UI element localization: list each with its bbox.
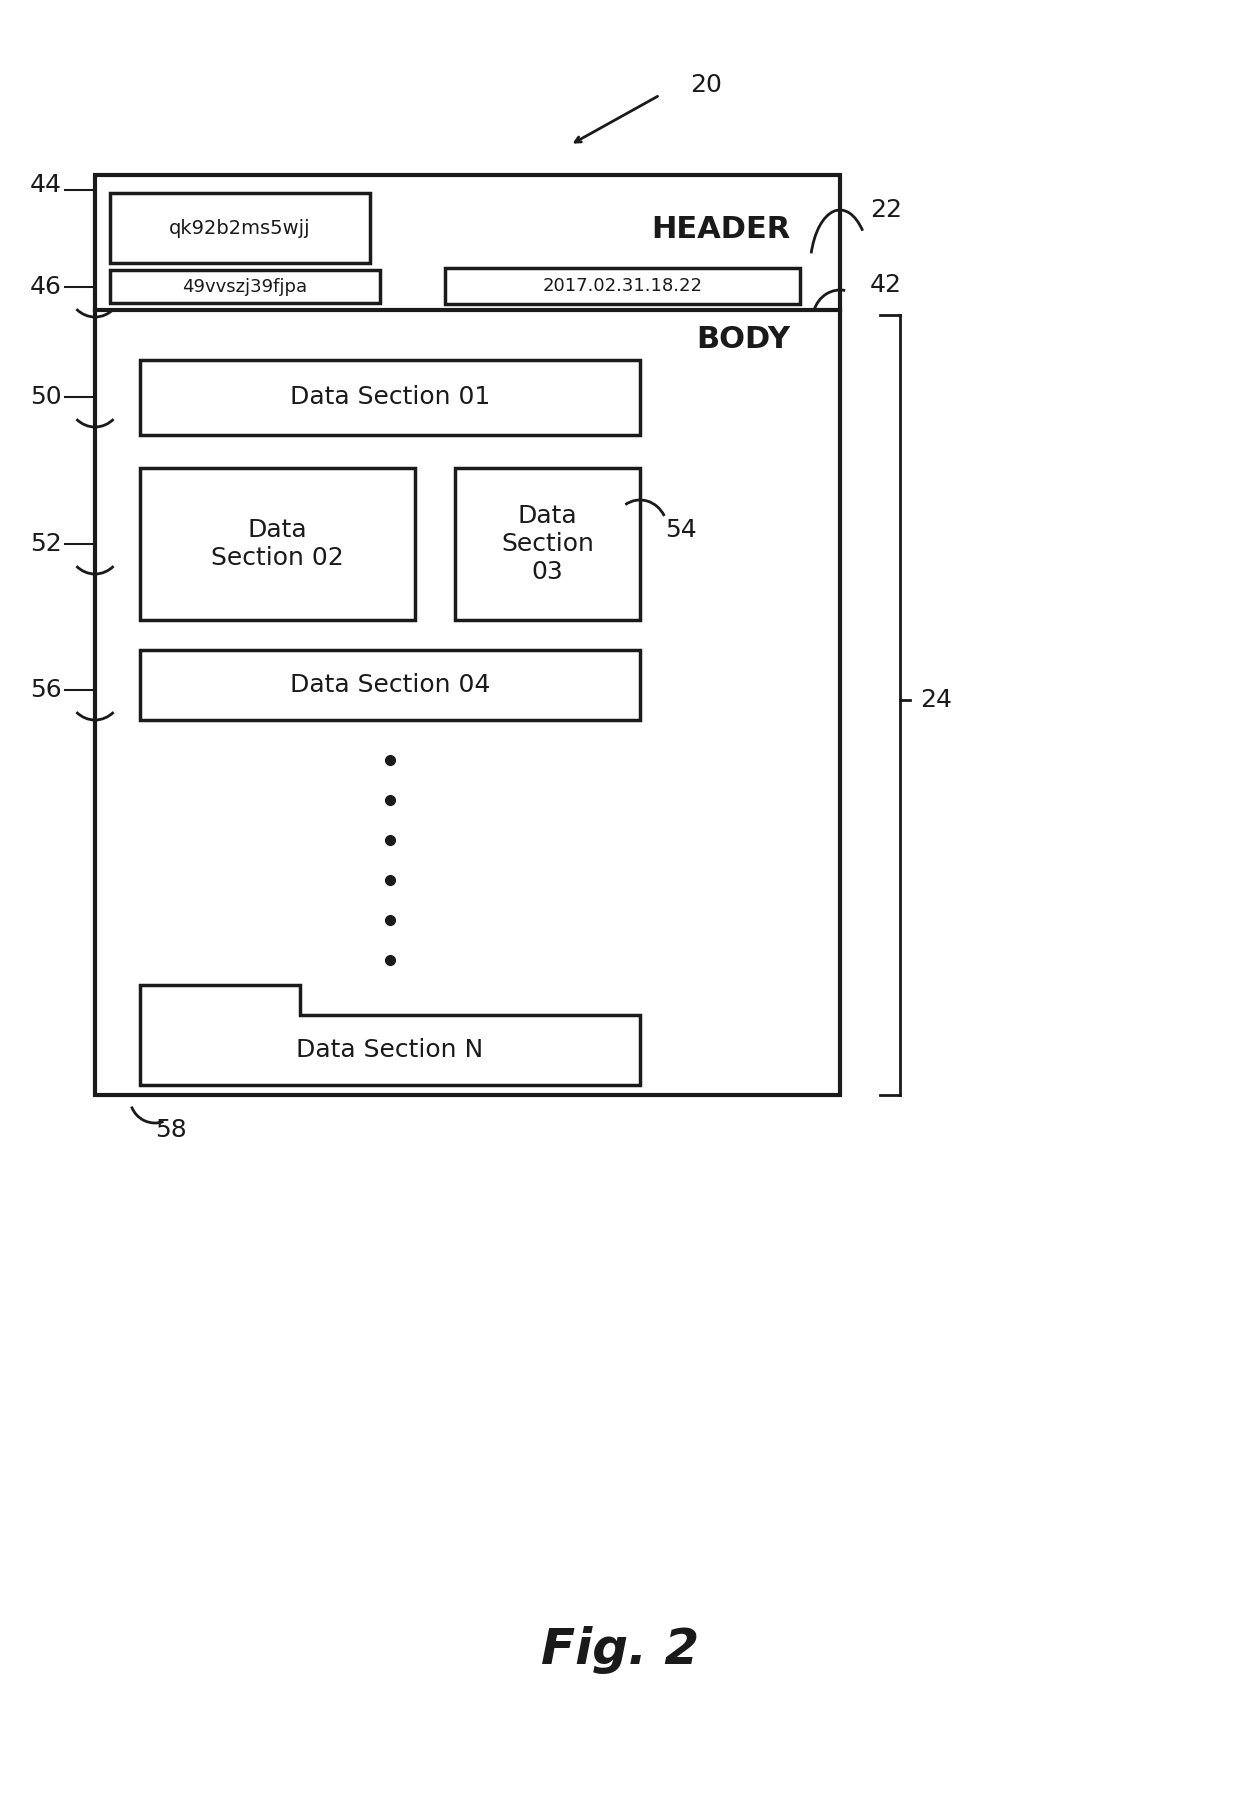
Text: 42: 42 [870, 273, 901, 297]
Text: Data Section 01: Data Section 01 [290, 385, 490, 410]
Text: 58: 58 [155, 1118, 187, 1142]
Text: qk92b2ms5wjj: qk92b2ms5wjj [169, 219, 311, 237]
Text: HEADER: HEADER [651, 216, 790, 245]
Text: 46: 46 [30, 275, 62, 298]
Text: Data
Section
03: Data Section 03 [501, 503, 594, 584]
Text: 22: 22 [870, 198, 901, 221]
Text: Fig. 2: Fig. 2 [541, 1625, 699, 1674]
Text: 52: 52 [30, 532, 62, 556]
Text: 20: 20 [689, 74, 722, 97]
Text: 50: 50 [30, 385, 62, 408]
Text: Data Section 04: Data Section 04 [290, 672, 490, 698]
Text: 24: 24 [920, 689, 952, 712]
Text: BODY: BODY [696, 325, 790, 354]
Text: 44: 44 [30, 173, 62, 198]
Text: 2017.02.31.18.22: 2017.02.31.18.22 [543, 277, 703, 295]
Text: Data
Section 02: Data Section 02 [211, 518, 343, 570]
Text: 54: 54 [665, 518, 697, 541]
Text: 56: 56 [30, 678, 62, 701]
Text: 49vvszj39fjpa: 49vvszj39fjpa [182, 277, 308, 295]
Text: Data Section N: Data Section N [296, 1037, 484, 1063]
